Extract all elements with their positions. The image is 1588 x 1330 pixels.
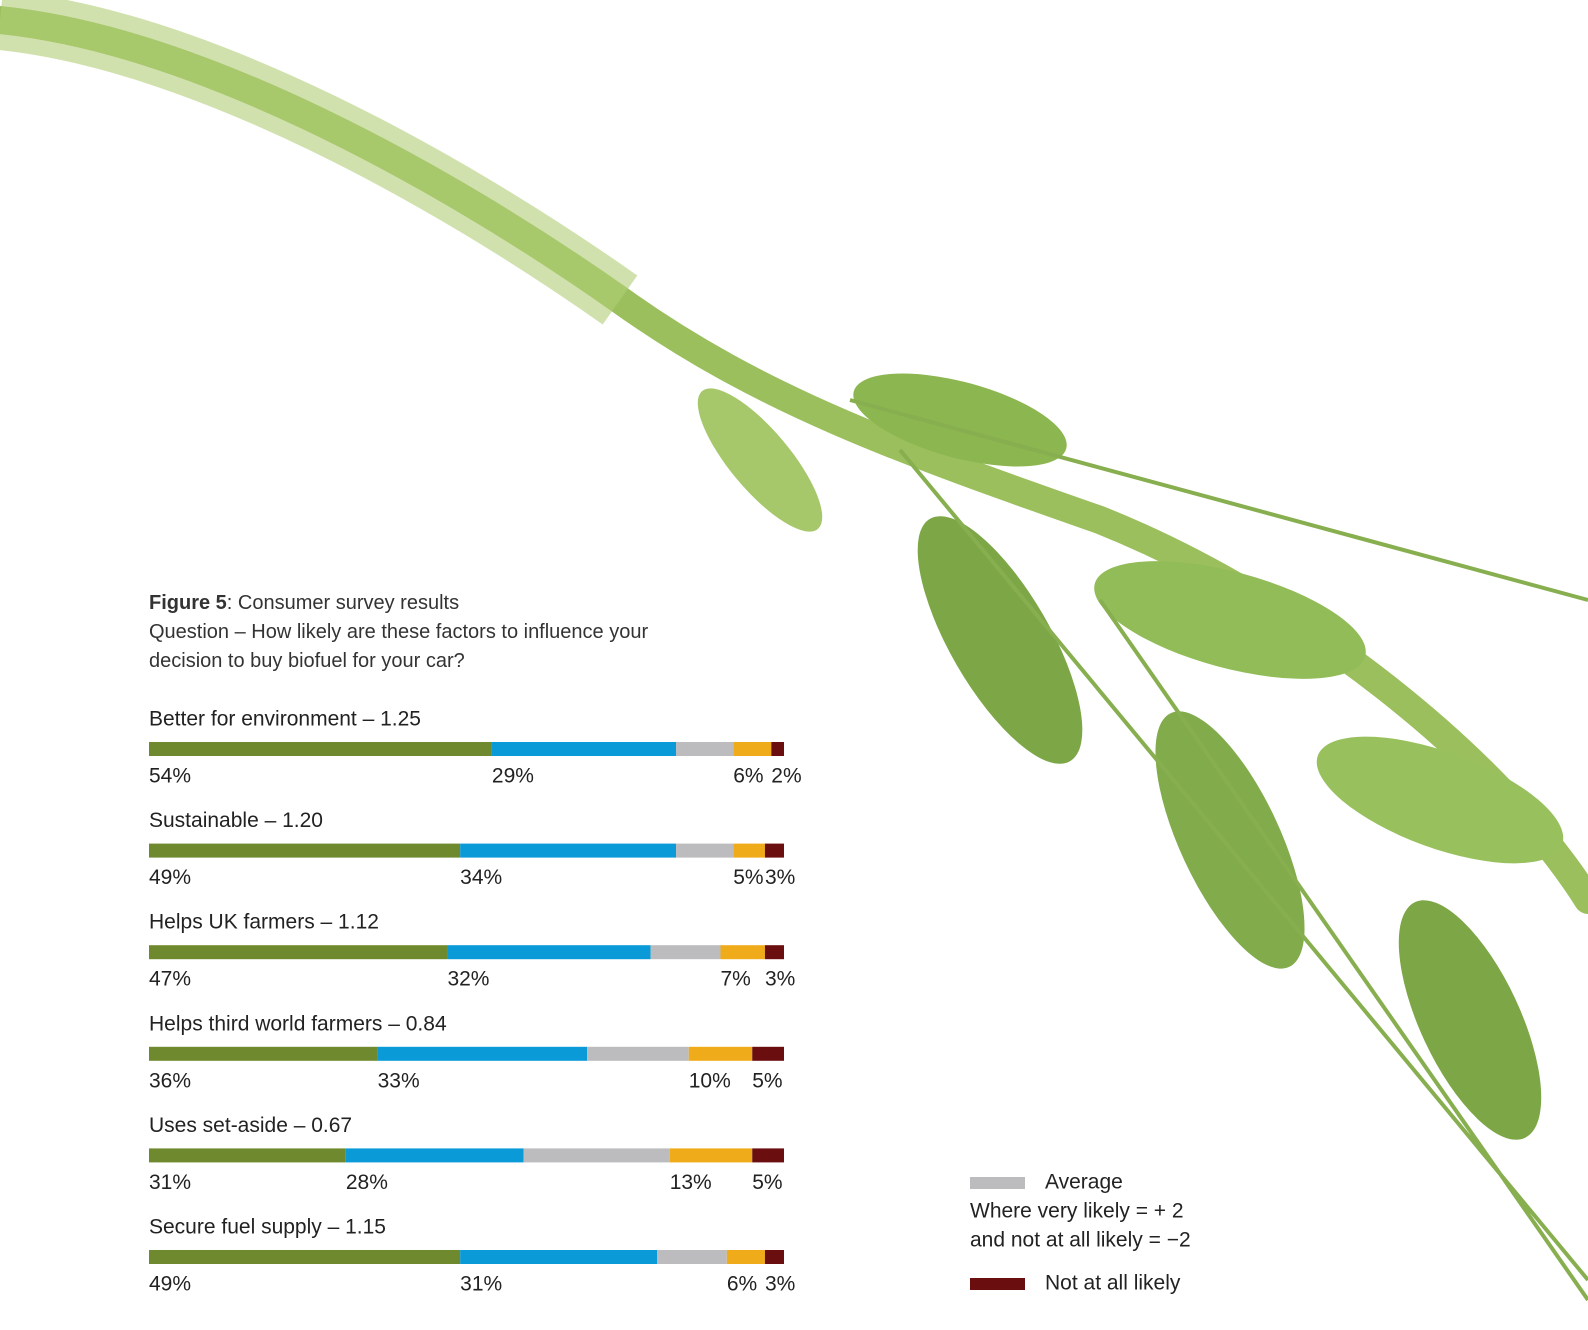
category-label: Helps UK farmers – 1.12	[149, 911, 379, 934]
bar-segment	[149, 1046, 378, 1061]
value-label: 6%	[733, 765, 763, 788]
value-label: 29%	[492, 765, 534, 788]
value-label: 49%	[149, 1273, 191, 1296]
legend-label: Not at all likely	[1045, 1272, 1181, 1295]
bar-segment	[345, 1148, 524, 1163]
bar-segment	[726, 1250, 765, 1264]
bar-segment	[688, 1046, 753, 1061]
bar-segment	[447, 945, 651, 960]
value-label: 36%	[149, 1069, 191, 1092]
bar-segment	[149, 945, 448, 960]
category-label: Secure fuel supply – 1.15	[149, 1216, 386, 1239]
chart-subtitle: Question – How likely are these factors …	[149, 621, 649, 672]
value-label: 31%	[460, 1273, 502, 1296]
value-label: 49%	[149, 866, 191, 889]
value-label: 47%	[149, 968, 191, 991]
bar-segment	[771, 742, 784, 756]
bar-segment	[657, 1250, 727, 1264]
bar-segment	[676, 742, 734, 756]
bar-segment	[650, 945, 721, 960]
value-label: 7%	[721, 968, 751, 991]
bar-segment	[733, 742, 772, 756]
value-label: 31%	[149, 1171, 191, 1194]
bar-segment	[764, 945, 784, 960]
bar-segment	[460, 843, 677, 858]
chart-title: : Consumer survey results	[226, 592, 460, 614]
value-label: 5%	[733, 866, 763, 889]
legend-note: and not at all likely = −2	[970, 1229, 1191, 1252]
bar-segment	[764, 843, 784, 858]
value-label: 10%	[689, 1069, 731, 1092]
value-label: 2%	[771, 765, 801, 788]
bar-segment	[752, 1046, 784, 1061]
value-label: 13%	[670, 1171, 712, 1194]
value-label: 3%	[765, 968, 795, 991]
value-label: 54%	[149, 765, 191, 788]
bar-segment	[764, 1250, 784, 1264]
value-label: 28%	[346, 1171, 388, 1194]
value-label: 5%	[752, 1171, 782, 1194]
category-label: Uses set-aside – 0.67	[149, 1114, 352, 1137]
legend-note: Where very likely = + 2	[970, 1200, 1184, 1223]
bar-segment	[733, 843, 765, 858]
figure-label: Figure 5	[149, 592, 227, 614]
value-label: 3%	[765, 866, 795, 889]
bar-segment	[752, 1148, 784, 1163]
value-label: 33%	[378, 1069, 420, 1092]
category-label: Better for environment – 1.25	[149, 708, 421, 731]
bar-segment	[377, 1046, 588, 1061]
bar-segment	[676, 843, 734, 858]
legend-swatch	[970, 1278, 1025, 1290]
bar-segment	[149, 1148, 346, 1163]
value-label: 32%	[447, 968, 489, 991]
bar-segment	[149, 1250, 461, 1264]
bar-segment	[460, 1250, 657, 1264]
bar-segment	[587, 1046, 689, 1061]
legend-swatch	[970, 1177, 1025, 1189]
value-label: 34%	[460, 866, 502, 889]
bar-segment	[149, 843, 461, 858]
category-label: Helps third world farmers – 0.84	[149, 1012, 447, 1035]
bar-segment	[523, 1148, 670, 1163]
bar-segment	[149, 742, 492, 756]
legend-label: Average	[1045, 1171, 1123, 1194]
bar-segment	[491, 742, 677, 756]
chart-heading: Figure 5: Consumer survey results Questio…	[149, 589, 649, 676]
value-label: 6%	[727, 1273, 757, 1296]
bar-segment	[720, 945, 765, 960]
value-label: 3%	[765, 1273, 795, 1296]
bar-segment	[669, 1148, 753, 1163]
plant-illustration	[0, 0, 1588, 1302]
value-label: 5%	[752, 1069, 782, 1092]
category-label: Sustainable – 1.20	[149, 809, 323, 832]
